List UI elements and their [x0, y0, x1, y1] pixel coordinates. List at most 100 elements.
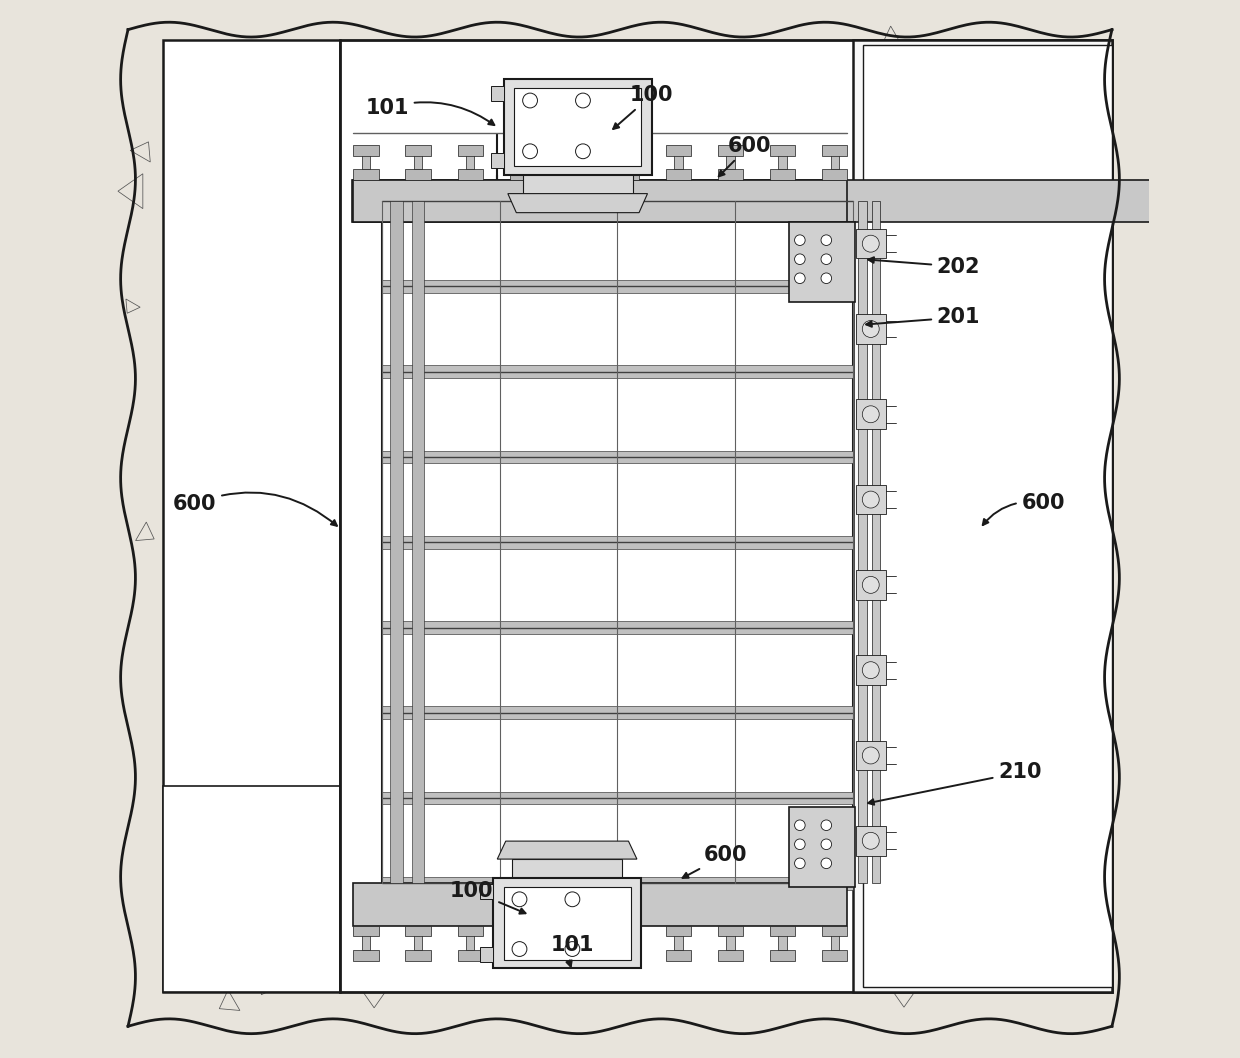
Bar [480, 947, 494, 962]
Bar [770, 926, 795, 936]
Bar [822, 926, 847, 936]
Circle shape [862, 577, 879, 594]
Bar [790, 222, 854, 302]
Circle shape [795, 254, 805, 264]
Bar [718, 169, 743, 180]
Bar [675, 154, 683, 169]
Bar [458, 926, 482, 936]
Bar [666, 950, 691, 961]
Bar [491, 86, 503, 101]
Bar [458, 169, 482, 180]
Bar [858, 201, 867, 883]
Bar [353, 145, 378, 156]
Bar [458, 950, 482, 961]
Bar [512, 859, 622, 880]
Bar [790, 807, 854, 887]
Circle shape [795, 820, 805, 831]
Bar [382, 195, 853, 207]
Circle shape [795, 273, 805, 284]
Bar [614, 950, 639, 961]
Bar [779, 154, 787, 169]
Circle shape [821, 254, 832, 264]
Bar [353, 180, 847, 222]
Circle shape [575, 93, 590, 108]
Circle shape [862, 747, 879, 764]
Bar [622, 154, 631, 169]
Bar [353, 883, 847, 926]
Bar [831, 935, 839, 950]
Text: 100: 100 [613, 86, 673, 129]
Bar [382, 791, 853, 804]
Bar [491, 153, 503, 168]
Bar [458, 145, 482, 156]
Circle shape [862, 491, 879, 508]
Bar [863, 45, 1112, 987]
Bar [856, 314, 885, 344]
Bar [666, 145, 691, 156]
Bar [770, 145, 795, 156]
Circle shape [821, 858, 832, 869]
Bar [779, 935, 787, 950]
Bar [770, 169, 795, 180]
Bar [515, 88, 641, 166]
Bar [162, 786, 340, 992]
Bar [382, 621, 853, 634]
Bar [856, 655, 885, 685]
Bar [718, 950, 743, 961]
Circle shape [862, 661, 879, 678]
Circle shape [795, 235, 805, 245]
Bar [666, 926, 691, 936]
Bar [853, 40, 1112, 992]
Bar [412, 201, 424, 883]
Text: 210: 210 [868, 763, 1042, 805]
Text: 600: 600 [719, 136, 771, 177]
Bar [727, 154, 735, 169]
Bar [718, 145, 743, 156]
Bar [510, 926, 534, 936]
Circle shape [862, 321, 879, 338]
Bar [405, 950, 430, 961]
Text: 600: 600 [172, 492, 337, 526]
Text: 202: 202 [868, 257, 981, 276]
Bar [822, 145, 847, 156]
Bar [675, 935, 683, 950]
Bar [831, 154, 839, 169]
Circle shape [512, 942, 527, 956]
Bar [727, 935, 735, 950]
Circle shape [821, 820, 832, 831]
Bar [382, 365, 853, 378]
Bar [405, 926, 430, 936]
Bar [414, 154, 423, 169]
Bar [353, 950, 378, 961]
Circle shape [821, 273, 832, 284]
Text: 101: 101 [551, 935, 594, 967]
Bar [352, 180, 1240, 222]
Circle shape [862, 235, 879, 252]
Bar [856, 570, 885, 600]
Circle shape [795, 858, 805, 869]
Circle shape [821, 839, 832, 850]
Bar [414, 935, 423, 950]
Bar [162, 40, 340, 992]
Text: 600: 600 [983, 493, 1065, 525]
Bar [494, 878, 641, 968]
Bar [872, 201, 880, 883]
Bar [382, 451, 853, 463]
Bar [382, 201, 853, 883]
Bar [382, 280, 853, 293]
Bar [822, 950, 847, 961]
Bar [382, 707, 853, 719]
Bar [856, 741, 885, 770]
Bar [562, 926, 587, 936]
Bar [362, 935, 371, 950]
Circle shape [523, 144, 537, 159]
Bar [718, 926, 743, 936]
Circle shape [795, 839, 805, 850]
Text: 600: 600 [682, 845, 748, 878]
Bar [510, 169, 534, 180]
Bar [666, 169, 691, 180]
Bar [622, 935, 631, 950]
Bar [770, 950, 795, 961]
Circle shape [862, 406, 879, 423]
Circle shape [575, 144, 590, 159]
